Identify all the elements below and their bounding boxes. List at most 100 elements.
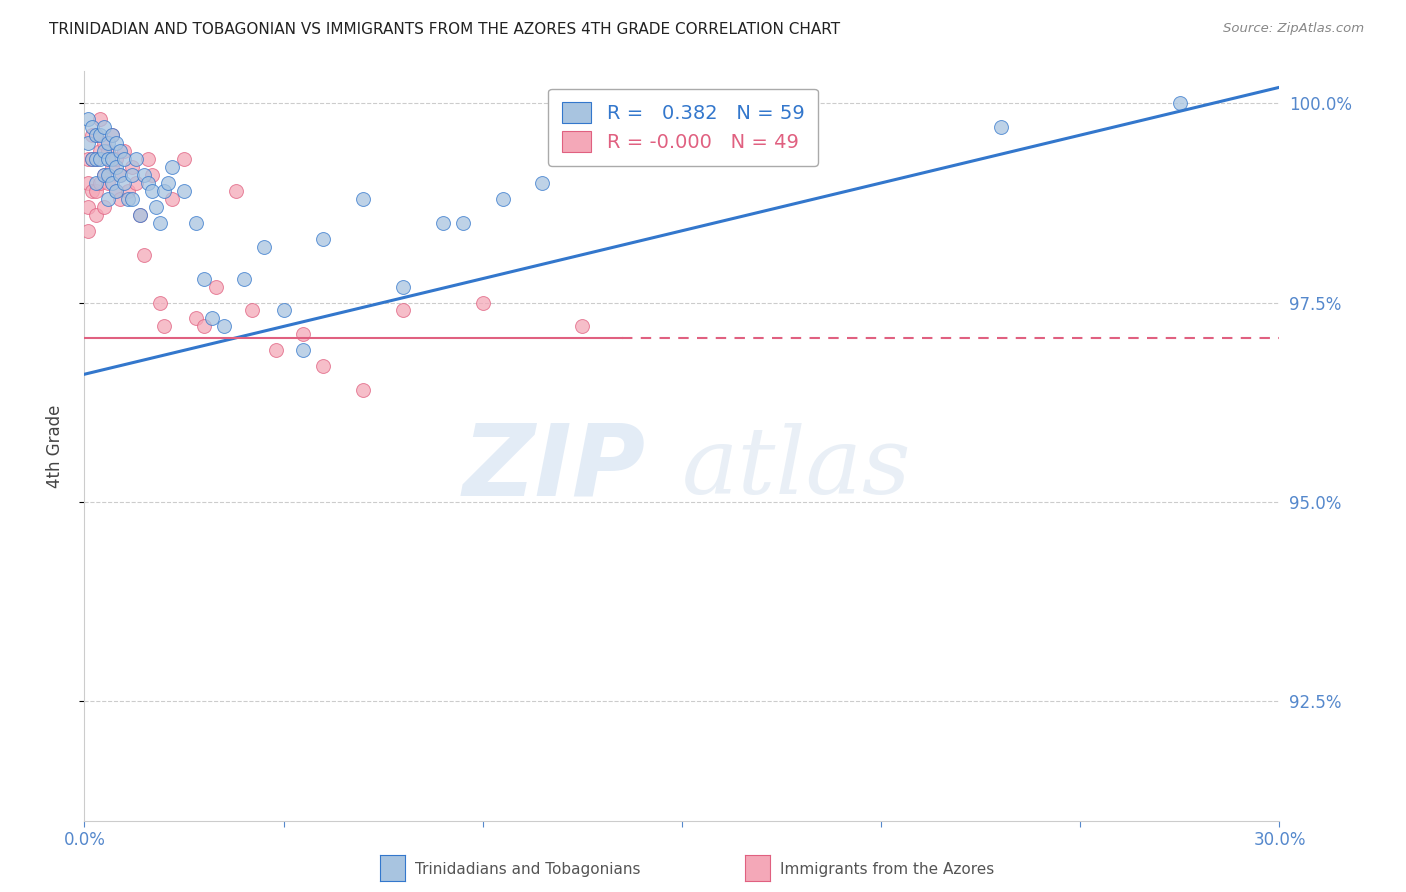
Point bbox=[1168, 96, 1191, 111]
Point bbox=[392, 279, 415, 293]
Point bbox=[117, 192, 139, 206]
Point bbox=[101, 128, 124, 142]
Point bbox=[82, 152, 104, 166]
Point bbox=[86, 152, 108, 166]
Text: Trinidadians and Tobagonians: Trinidadians and Tobagonians bbox=[415, 863, 640, 877]
Point bbox=[110, 168, 132, 182]
Point bbox=[77, 136, 100, 150]
Point bbox=[136, 176, 159, 190]
Text: TRINIDADIAN AND TOBAGONIAN VS IMMIGRANTS FROM THE AZORES 4TH GRADE CORRELATION C: TRINIDADIAN AND TOBAGONIAN VS IMMIGRANTS… bbox=[49, 22, 841, 37]
Point bbox=[129, 208, 152, 222]
Point bbox=[153, 184, 176, 198]
Point bbox=[253, 240, 276, 254]
Point bbox=[117, 184, 139, 198]
Point bbox=[312, 232, 335, 246]
Point bbox=[82, 184, 104, 198]
Point bbox=[121, 192, 143, 206]
Text: Source: ZipAtlas.com: Source: ZipAtlas.com bbox=[1223, 22, 1364, 36]
Point bbox=[141, 184, 163, 198]
Point bbox=[212, 319, 235, 334]
Point bbox=[77, 112, 100, 127]
Point bbox=[89, 152, 111, 166]
Point bbox=[86, 208, 108, 222]
Point bbox=[205, 279, 228, 293]
Y-axis label: 4th Grade: 4th Grade bbox=[45, 404, 63, 488]
Point bbox=[105, 184, 128, 198]
Text: atlas: atlas bbox=[682, 424, 911, 514]
Point bbox=[129, 208, 152, 222]
Point bbox=[89, 176, 111, 190]
Point bbox=[77, 200, 100, 214]
Point bbox=[110, 168, 132, 182]
Point bbox=[160, 192, 183, 206]
Text: Immigrants from the Azores: Immigrants from the Azores bbox=[780, 863, 994, 877]
Point bbox=[101, 128, 124, 142]
Point bbox=[93, 200, 115, 214]
Point bbox=[77, 152, 100, 166]
Point bbox=[89, 128, 111, 142]
Point bbox=[97, 144, 120, 158]
Point bbox=[990, 120, 1012, 135]
Text: ZIP: ZIP bbox=[463, 420, 647, 517]
Point bbox=[451, 216, 474, 230]
Point bbox=[531, 176, 554, 190]
Point bbox=[86, 176, 108, 190]
Point bbox=[112, 176, 135, 190]
Legend: R =   0.382   N = 59, R = -0.000   N = 49: R = 0.382 N = 59, R = -0.000 N = 49 bbox=[548, 88, 818, 166]
Point bbox=[136, 152, 159, 166]
Point bbox=[105, 184, 128, 198]
Point bbox=[82, 120, 104, 135]
Point bbox=[93, 168, 115, 182]
Point bbox=[492, 192, 515, 206]
Point bbox=[173, 152, 195, 166]
Point bbox=[125, 176, 148, 190]
Point bbox=[89, 144, 111, 158]
Point bbox=[101, 176, 124, 190]
Point bbox=[157, 176, 180, 190]
Point bbox=[112, 144, 135, 158]
Point bbox=[591, 144, 613, 158]
Point bbox=[160, 160, 183, 174]
Point bbox=[110, 144, 132, 158]
Point bbox=[240, 303, 263, 318]
Point bbox=[121, 168, 143, 182]
Point bbox=[93, 136, 115, 150]
Point bbox=[173, 184, 195, 198]
Point bbox=[141, 168, 163, 182]
Point bbox=[121, 160, 143, 174]
Point bbox=[671, 120, 693, 135]
Point bbox=[352, 192, 374, 206]
Point bbox=[149, 295, 172, 310]
Point bbox=[93, 144, 115, 158]
Point bbox=[225, 184, 247, 198]
Point bbox=[193, 271, 215, 285]
Point bbox=[97, 152, 120, 166]
Point bbox=[432, 216, 454, 230]
Point bbox=[97, 192, 120, 206]
Point bbox=[153, 319, 176, 334]
Point bbox=[149, 216, 172, 230]
Point bbox=[125, 152, 148, 166]
Point bbox=[93, 120, 115, 135]
Point bbox=[77, 224, 100, 238]
Point bbox=[471, 295, 494, 310]
Point bbox=[82, 152, 104, 166]
Point bbox=[193, 319, 215, 334]
Point bbox=[101, 160, 124, 174]
Point bbox=[97, 176, 120, 190]
Point bbox=[105, 136, 128, 150]
Point bbox=[392, 303, 415, 318]
Point bbox=[112, 152, 135, 166]
Point bbox=[132, 168, 156, 182]
Point bbox=[86, 184, 108, 198]
Point bbox=[101, 152, 124, 166]
Point bbox=[86, 128, 108, 142]
Point bbox=[132, 248, 156, 262]
Point bbox=[97, 136, 120, 150]
Point bbox=[184, 311, 207, 326]
Point bbox=[273, 303, 295, 318]
Point bbox=[352, 383, 374, 397]
Point bbox=[93, 168, 115, 182]
Point bbox=[77, 176, 100, 190]
Point bbox=[292, 327, 315, 342]
